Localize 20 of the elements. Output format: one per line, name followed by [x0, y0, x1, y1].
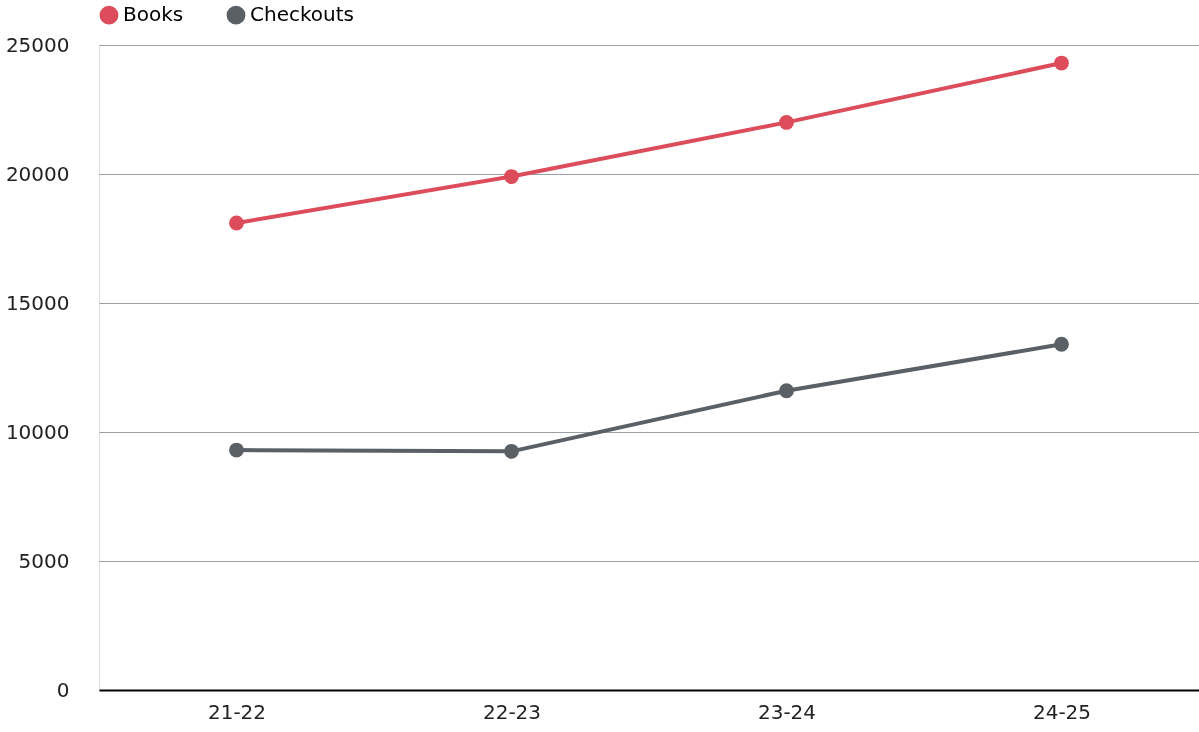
point: [229, 215, 244, 231]
point: [779, 115, 794, 130]
x-tick-label: 21-22: [207, 699, 267, 724]
point: [779, 383, 794, 399]
y-tick-label: 10000: [5, 419, 70, 444]
x-tick-label: 23-24: [757, 699, 817, 724]
legend-label: Checkouts: [250, 2, 354, 27]
x-tick-label: 22-23: [482, 699, 542, 724]
point: [504, 443, 519, 459]
x-tick-label: 24-25: [1032, 699, 1092, 724]
point: [229, 442, 244, 458]
y-tick-label: 15000: [5, 290, 70, 315]
y-tick-label: 20000: [5, 161, 70, 186]
y-tick-label: 0: [56, 677, 70, 702]
legend-label: Books: [123, 2, 184, 27]
point: [1054, 336, 1069, 352]
y-tick-label: 25000: [5, 32, 70, 57]
point: [1054, 55, 1069, 71]
point: [504, 169, 519, 184]
y-tick-label: 5000: [18, 548, 70, 573]
